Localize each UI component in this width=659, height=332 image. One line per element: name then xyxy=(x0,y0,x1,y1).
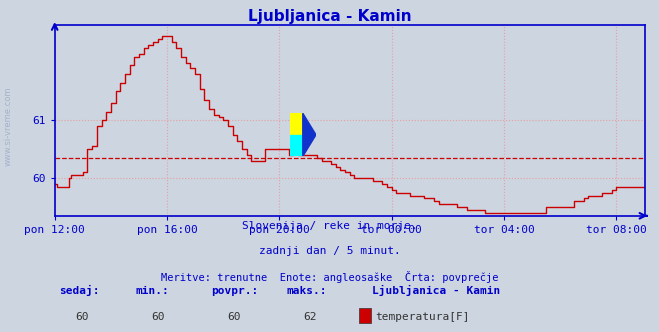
Text: Meritve: trenutne  Enote: angleosaške  Črta: povprečje: Meritve: trenutne Enote: angleosaške Črt… xyxy=(161,271,498,283)
Text: 60: 60 xyxy=(76,312,89,322)
Text: temperatura[F]: temperatura[F] xyxy=(376,312,470,322)
Text: povpr.:: povpr.: xyxy=(211,286,258,296)
Text: www.si-vreme.com: www.si-vreme.com xyxy=(3,86,13,166)
Text: min.:: min.: xyxy=(135,286,169,296)
Text: 60: 60 xyxy=(227,312,241,322)
Polygon shape xyxy=(302,113,316,156)
Text: 60: 60 xyxy=(152,312,165,322)
Text: sedaj:: sedaj: xyxy=(59,285,100,296)
Text: zadnji dan / 5 minut.: zadnji dan / 5 minut. xyxy=(258,246,401,256)
Polygon shape xyxy=(289,113,302,135)
Text: Ljubljanica - Kamin: Ljubljanica - Kamin xyxy=(248,9,411,24)
Text: Slovenija / reke in morje.: Slovenija / reke in morje. xyxy=(242,221,417,231)
Text: maks.:: maks.: xyxy=(287,286,327,296)
Text: Ljubljanica - Kamin: Ljubljanica - Kamin xyxy=(372,285,501,296)
Polygon shape xyxy=(289,135,302,156)
Text: 62: 62 xyxy=(303,312,316,322)
